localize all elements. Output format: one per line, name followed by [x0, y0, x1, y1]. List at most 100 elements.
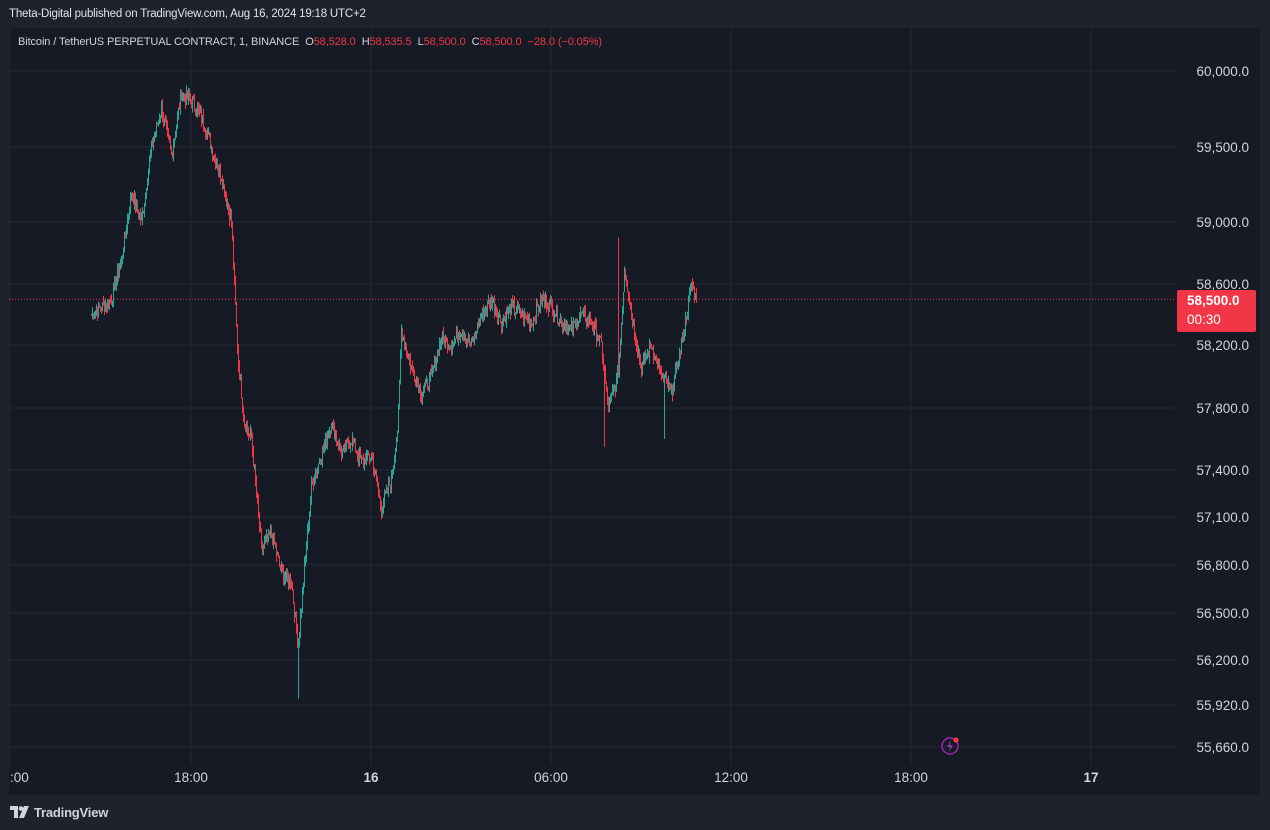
candle-body [376, 471, 377, 479]
candle-body [174, 138, 175, 145]
candle-body [464, 336, 465, 339]
candle-body [428, 387, 429, 389]
candle-body [338, 444, 339, 449]
candle-body [375, 471, 376, 473]
candle-body [612, 390, 613, 393]
candle-body [173, 144, 174, 155]
candle-body [578, 321, 579, 326]
symbol-legend[interactable]: Bitcoin / TetherUS PERPETUAL CONTRACT, 1… [18, 36, 608, 48]
candle-body [388, 482, 389, 492]
chart-panel[interactable] [9, 28, 1260, 795]
candle-body [357, 452, 358, 456]
candle-body [634, 322, 635, 335]
candle-body [591, 323, 592, 325]
candle-body [446, 337, 447, 339]
candle-body [561, 319, 562, 321]
candle-body [314, 481, 315, 486]
candle-body [642, 364, 643, 375]
candle-body [513, 302, 514, 304]
candle-body [276, 546, 277, 555]
symbol-name[interactable]: Bitcoin / TetherUS PERPETUAL CONTRACT, 1… [18, 36, 300, 48]
candle-body [283, 570, 284, 582]
candle-body [135, 195, 136, 208]
candle-body [688, 297, 689, 314]
price-axis[interactable]: 60,000.0 59,500.0 59,000.0 58,600.0 58,200.0… [1196, 64, 1249, 755]
candle-body [186, 90, 187, 103]
candle-body [535, 318, 536, 320]
candle-body [110, 299, 111, 301]
candle-body [555, 315, 556, 317]
candle-body [526, 316, 527, 318]
candle-body [191, 101, 192, 107]
candle-body [606, 381, 607, 388]
candle-body [629, 298, 630, 304]
close-value: 58,500.0 [479, 36, 522, 48]
time-axis[interactable]: :00 18:00 16 06:00 12:00 18:00 17 [10, 770, 1099, 785]
candle-body [212, 147, 213, 157]
candle-body [660, 367, 661, 369]
candle-body [574, 321, 575, 323]
candle-body [475, 332, 476, 334]
candle-body [128, 214, 129, 219]
candle-body [609, 399, 610, 410]
candle-body [147, 183, 148, 191]
candle-body [664, 377, 665, 379]
candle-body [220, 167, 221, 179]
candle-body [457, 331, 458, 342]
candle-body [467, 338, 468, 342]
candle-body [685, 316, 686, 331]
candle-body [107, 299, 108, 307]
candle-body [190, 98, 191, 102]
candle-body [151, 140, 152, 153]
lightning-icon[interactable] [940, 736, 960, 756]
candle-body [563, 327, 564, 329]
candle-body [538, 306, 539, 310]
candle-body [390, 484, 391, 487]
candle-body [100, 307, 101, 309]
candle-body [293, 590, 294, 603]
candle-body [315, 473, 316, 482]
candle-body [258, 498, 259, 513]
candle-body [614, 386, 615, 389]
candle-body [301, 608, 302, 615]
candle-body [126, 229, 127, 234]
open-label: O [305, 36, 314, 48]
candle-body [524, 312, 525, 321]
candle-body [122, 256, 123, 259]
close-label: C [471, 36, 480, 48]
candle-body [317, 468, 318, 474]
tradingview-logo-icon[interactable] [10, 806, 30, 818]
tradingview-brand[interactable]: TradingView [34, 805, 109, 820]
candle-body [321, 460, 322, 465]
candle-body [397, 431, 398, 440]
candle-body [636, 341, 637, 346]
candle-body [454, 339, 455, 342]
candle-body [597, 338, 598, 341]
candle-body [616, 377, 617, 392]
candle-body [246, 425, 247, 432]
candle-body [184, 94, 185, 97]
candle-body [373, 458, 374, 471]
candle-body [237, 324, 238, 350]
candle-body [482, 307, 483, 316]
candle-body [502, 320, 503, 329]
candle-body [231, 214, 232, 223]
candle-body [150, 152, 151, 160]
candle-body [417, 380, 418, 384]
candle-body [275, 544, 276, 547]
candle-body [256, 480, 257, 494]
candle-body [505, 316, 506, 323]
candle-body [461, 334, 462, 337]
candle-body [436, 359, 437, 368]
price-tick-label: 55,920.0 [1196, 698, 1249, 713]
candle-body [207, 134, 208, 139]
candle-body [372, 453, 373, 459]
candle-body [435, 358, 436, 368]
candle-body [605, 370, 606, 382]
candle-body [241, 377, 242, 399]
candle-body [382, 511, 383, 515]
candle-body [250, 431, 251, 434]
candle-body [437, 351, 438, 360]
candle-body [684, 330, 685, 339]
